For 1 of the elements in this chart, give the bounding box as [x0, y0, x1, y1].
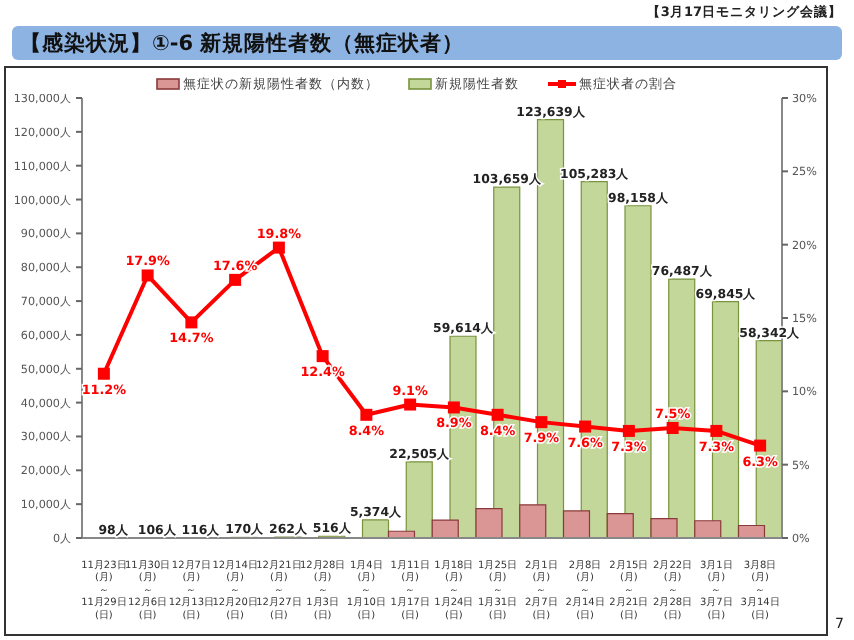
- chart-title: 【感染状況】①-6 新規陽性者数（無症状者）: [18, 29, 465, 57]
